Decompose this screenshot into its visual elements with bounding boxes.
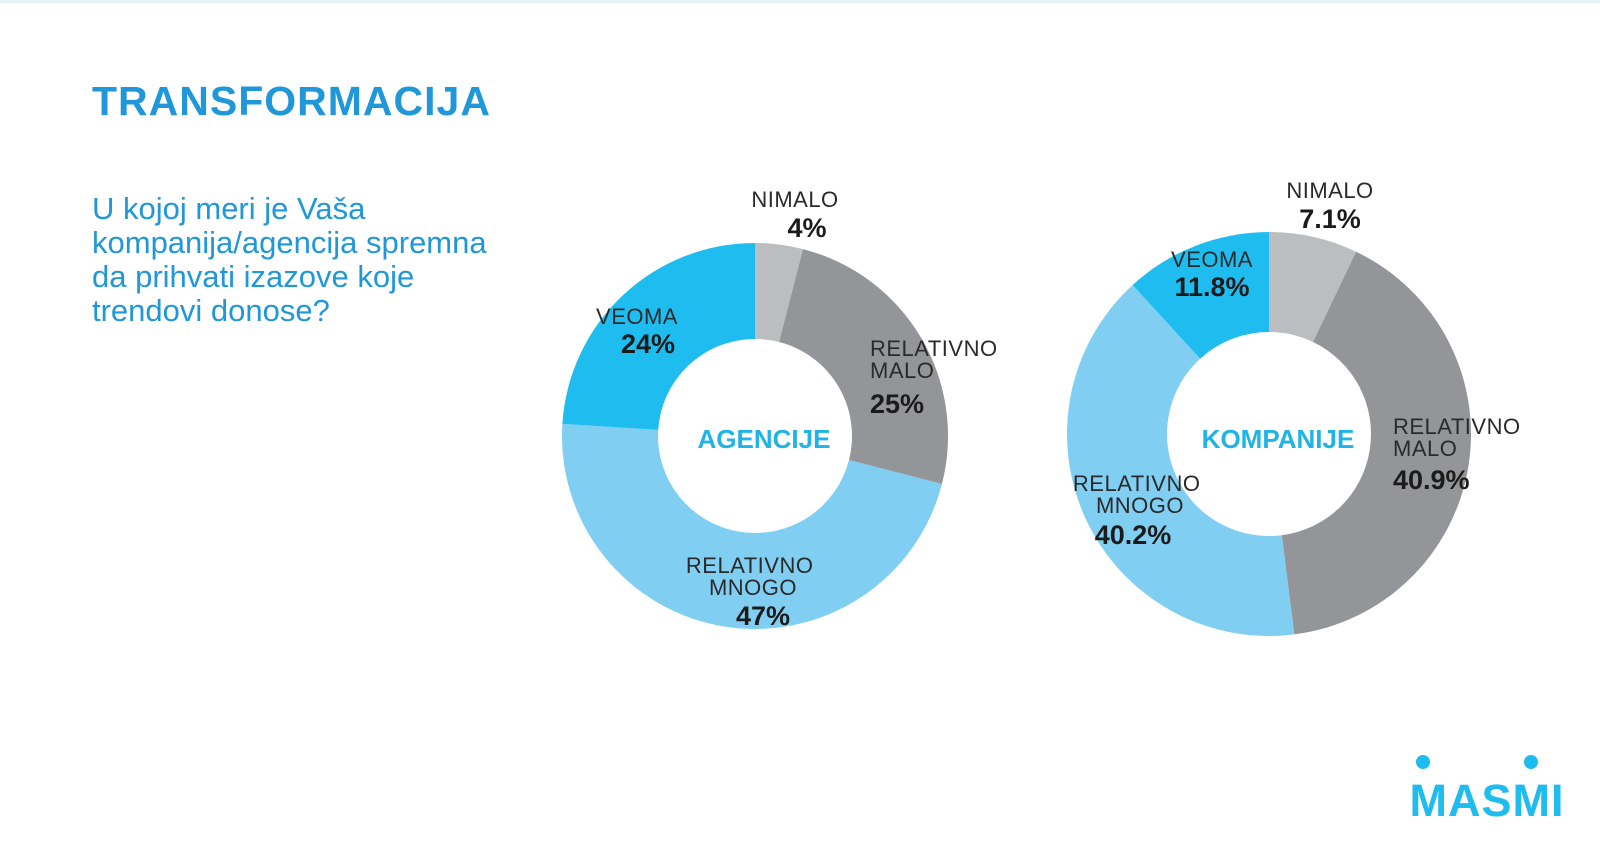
agencije-relativno-mnogo-label: RELATIVNO MNOGO [686,553,820,600]
kompanije-nimalo-value: 7.1% [1299,204,1361,234]
agencije-relativno-mnogo-label-line2: MNOGO [709,575,797,600]
agencije-relativno-malo-label-line1: RELATIVNO [870,336,998,361]
agencije-donut: AGENCIJE NIMALO 4% RELATIVNO MALO 25% RE… [562,187,1004,631]
survey-question: U kojoj meri je Vaša kompanija/agencija … [92,191,487,328]
logo-dot-right [1524,755,1538,769]
agencije-veoma-value: 24% [621,329,675,359]
masmi-logo: MASMI [1410,755,1565,822]
kompanije-slice-relativno-malo [1281,251,1471,635]
kompanije-relativno-mnogo-value: 40.2% [1095,520,1172,550]
kompanije-relativno-malo-value: 40.9% [1393,465,1470,495]
agencije-relativno-malo-value: 25% [870,389,924,419]
kompanije-relativno-mnogo-label-line1: RELATIVNO [1073,471,1201,496]
agencije-relativno-malo-label: RELATIVNO MALO [870,336,1004,383]
kompanije-veoma-label: VEOMA [1171,247,1253,272]
agencije-slice-relativno-malo [779,249,948,484]
kompanije-donut: KOMPANIJE NIMALO 7.1% RELATIVNO MALO 40.… [1067,178,1527,636]
kompanije-relativno-malo-label-line2: MALO [1393,436,1457,461]
agencije-slice-nimalo [755,243,803,343]
kompanije-slice-nimalo [1269,232,1357,342]
agencije-relativno-mnogo-value: 47% [736,601,790,631]
kompanije-relativno-mnogo-label-line2: MNOGO [1096,493,1184,518]
agencije-relativno-malo-label-line2: MALO [870,358,934,383]
agencije-slice-relativno-mnogo [562,423,942,629]
kompanije-nimalo-label: NIMALO [1286,178,1373,203]
agencije-veoma-label: VEOMA [596,304,678,329]
agencije-nimalo-value: 4% [787,213,826,243]
kompanije-relativno-mnogo-label: RELATIVNO MNOGO [1073,471,1207,518]
logo-dot-left [1416,755,1430,769]
logo-wordmark: MASMI [1410,775,1565,822]
agencije-nimalo-label: NIMALO [751,187,838,212]
kompanije-center-label: KOMPANIJE [1202,424,1355,454]
kompanije-relativno-malo-label-line1: RELATIVNO [1393,414,1521,439]
kompanije-veoma-value: 11.8% [1174,272,1249,302]
agencije-relativno-mnogo-label-line1: RELATIVNO [686,553,814,578]
kompanije-relativno-malo-label: RELATIVNO MALO [1393,414,1527,461]
agencije-slice-veoma [562,243,755,430]
kompanije-slice-relativno-mnogo [1067,285,1295,636]
page-title: TRANSFORMACIJA [92,78,491,124]
top-rule [0,0,1600,3]
kompanije-slice-veoma [1132,231,1269,359]
agencije-center-label: AGENCIJE [698,424,831,454]
